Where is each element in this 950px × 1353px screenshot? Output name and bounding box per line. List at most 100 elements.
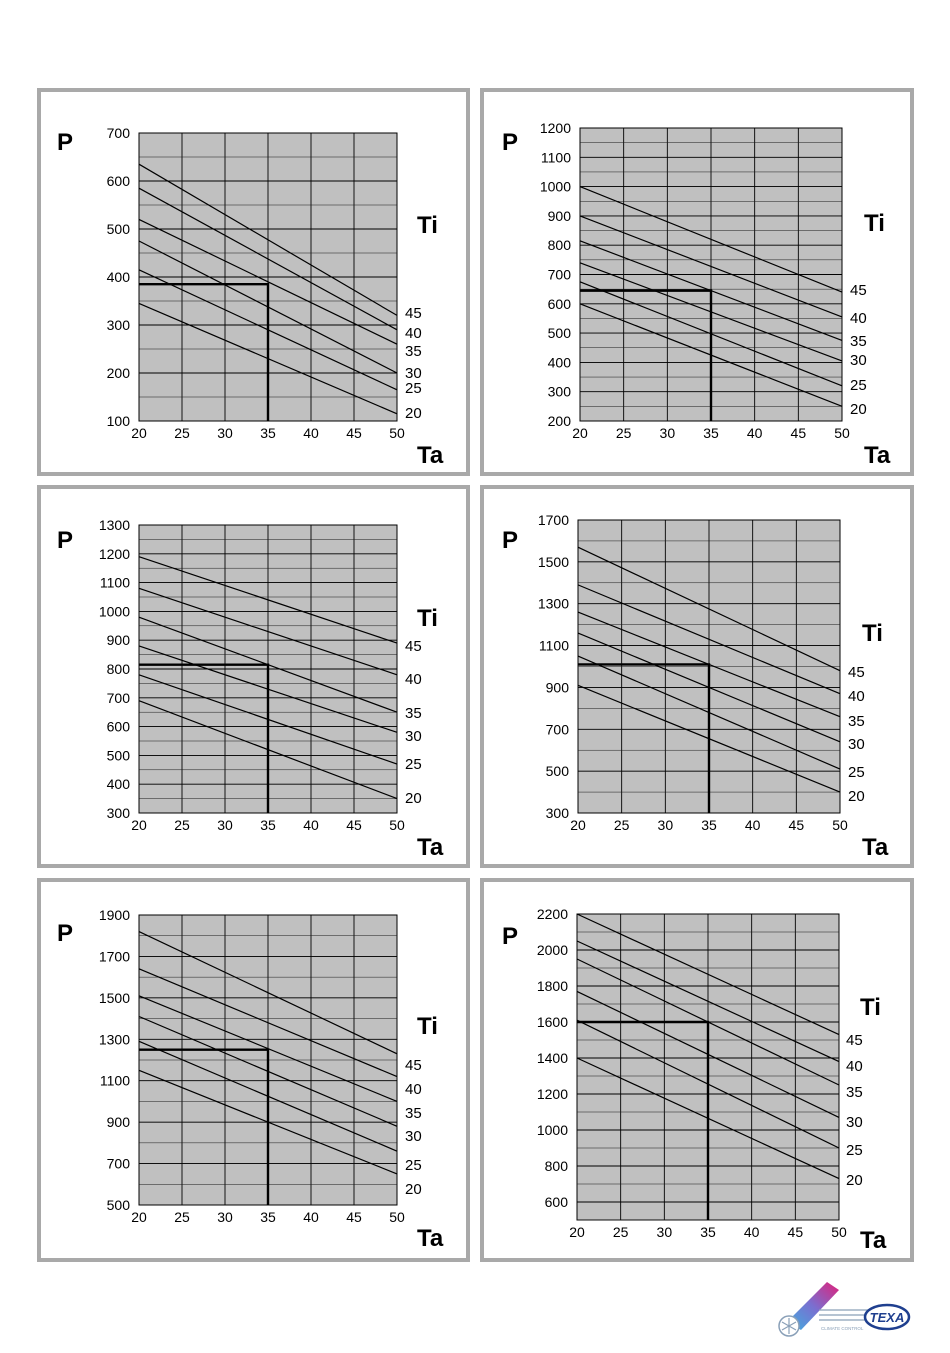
x-tick-label: 25 [616, 425, 632, 441]
y-tick-label: 1100 [539, 638, 569, 654]
series-label-45: 45 [848, 664, 865, 681]
x-tick-label: 45 [788, 1224, 804, 1240]
y-axis-title: P [502, 923, 518, 950]
y-tick-label: 300 [548, 384, 572, 400]
y-tick-label: 500 [107, 1197, 131, 1213]
x-tick-label: 50 [389, 817, 405, 833]
x-tick-label: 30 [217, 425, 233, 441]
y-axis-title: P [57, 920, 73, 947]
series-label-45: 45 [846, 1032, 863, 1049]
y-tick-label: 700 [107, 1156, 131, 1172]
series-label-35: 35 [846, 1084, 863, 1101]
x-tick-label: 30 [657, 1224, 673, 1240]
chart-svg: 20 25 30 35 40 45 50 500 700 900 1100 1300 1500 1700 1… [57, 907, 444, 1252]
chart-panel-4: 20 25 30 35 40 45 50 300 500 700 900 1100 1300 1500 17… [480, 485, 914, 868]
x-tick-label: 50 [834, 425, 850, 441]
x-tick-label: 25 [174, 425, 190, 441]
series-label-35: 35 [848, 713, 865, 730]
legend-title: Ti [862, 620, 883, 647]
chart-svg: 20 25 30 35 40 45 50 300 500 700 900 1100 1300 1500 17… [502, 512, 889, 861]
chart-panel-1: 20 25 30 35 40 45 50 100 200 300 400 500 600 700 45 40 3… [37, 88, 470, 476]
series-label-40: 40 [405, 1081, 422, 1098]
x-tick-label: 35 [701, 817, 717, 833]
y-tick-label: 1500 [538, 554, 569, 570]
y-tick-label: 1700 [99, 948, 130, 964]
brand-ellipse [863, 1303, 911, 1331]
x-axis-title: Ta [417, 442, 444, 469]
series-label-30: 30 [850, 352, 867, 369]
legend-title: Ti [417, 605, 438, 632]
chart-svg: 20 25 30 35 40 45 50 600 800 1000 1200 1400 1600 1800… [502, 906, 887, 1254]
logo-stripe [787, 1282, 839, 1330]
reading-marker [139, 663, 270, 813]
series-label-20: 20 [405, 405, 422, 422]
y-tick-label: 1300 [99, 517, 130, 533]
y-tick-label: 400 [107, 269, 131, 285]
x-tick-label: 30 [217, 1209, 233, 1225]
chart-panel-6: 20 25 30 35 40 45 50 600 800 1000 1200 1400 1600 1800… [480, 878, 914, 1262]
x-tick-label: 40 [747, 425, 763, 441]
series-line-40 [138, 587, 398, 676]
x-axis-title: Ta [417, 834, 444, 861]
series-label-20: 20 [846, 1172, 863, 1189]
y-tick-label: 1400 [537, 1050, 568, 1066]
legend-title: Ti [860, 994, 881, 1021]
y-tick-label: 800 [548, 237, 572, 253]
x-tick-label: 20 [572, 425, 588, 441]
series-label-40: 40 [846, 1058, 863, 1075]
y-tick-label: 100 [107, 413, 131, 429]
x-tick-label: 45 [346, 1209, 362, 1225]
y-tick-label: 2200 [537, 906, 568, 922]
x-tick-label: 20 [131, 817, 147, 833]
series-label-25: 25 [405, 380, 422, 397]
series-label-35: 35 [405, 1105, 422, 1122]
series-label-30: 30 [848, 736, 865, 753]
brand-tagline: CLIMATE CONTROL [821, 1326, 864, 1331]
y-tick-label: 600 [107, 719, 131, 735]
x-tick-label: 25 [174, 817, 190, 833]
series-label-40: 40 [405, 325, 422, 342]
series-line-45 [138, 163, 398, 316]
reading-marker [578, 663, 711, 813]
series-label-40: 40 [850, 310, 867, 327]
series-label-25: 25 [405, 756, 422, 773]
series-label-20: 20 [405, 790, 422, 807]
y-tick-label: 1100 [100, 575, 130, 591]
series-label-25: 25 [848, 764, 865, 781]
series-label-35: 35 [850, 333, 867, 350]
x-axis-title: Ta [864, 442, 891, 469]
y-tick-label: 1000 [99, 603, 130, 619]
x-tick-label: 35 [700, 1224, 716, 1240]
y-tick-label: 2000 [537, 942, 568, 958]
series-label-45: 45 [405, 638, 422, 655]
x-tick-label: 25 [614, 817, 630, 833]
x-tick-label: 25 [174, 1209, 190, 1225]
y-tick-label: 500 [546, 763, 570, 779]
y-tick-label: 1800 [537, 978, 568, 994]
series-line-45 [577, 546, 841, 672]
x-tick-label: 20 [570, 817, 586, 833]
x-tick-label: 30 [217, 817, 233, 833]
y-tick-label: 300 [546, 805, 570, 821]
series-label-30: 30 [846, 1114, 863, 1131]
y-tick-label: 800 [545, 1158, 569, 1174]
x-tick-label: 20 [569, 1224, 585, 1240]
chart-root: 20 25 30 35 40 45 50 600 800 1000 1200 1400 1600 1800… [502, 906, 887, 1254]
y-tick-label: 1100 [100, 1073, 130, 1089]
y-tick-label: 300 [107, 317, 131, 333]
series-line-45 [576, 913, 840, 1036]
chart-panel-3: 20 25 30 35 40 45 50 300 400 500 600 700 800 900 1000 1… [37, 485, 470, 868]
series-line-45 [579, 186, 843, 293]
x-tick-label: 40 [745, 817, 761, 833]
legend-title: Ti [417, 212, 438, 239]
y-tick-label: 200 [107, 365, 131, 381]
chart-root: 20 25 30 35 40 45 50 200 300 400 500 600 700 800 900 10… [502, 120, 891, 469]
series-label-45: 45 [405, 1057, 422, 1074]
x-axis-title: Ta [860, 1227, 887, 1254]
x-tick-label: 20 [131, 425, 147, 441]
reading-marker [139, 282, 270, 421]
y-tick-label: 1900 [99, 907, 130, 923]
series-label-30: 30 [405, 365, 422, 382]
x-tick-label: 35 [703, 425, 719, 441]
y-tick-label: 900 [107, 1114, 131, 1130]
